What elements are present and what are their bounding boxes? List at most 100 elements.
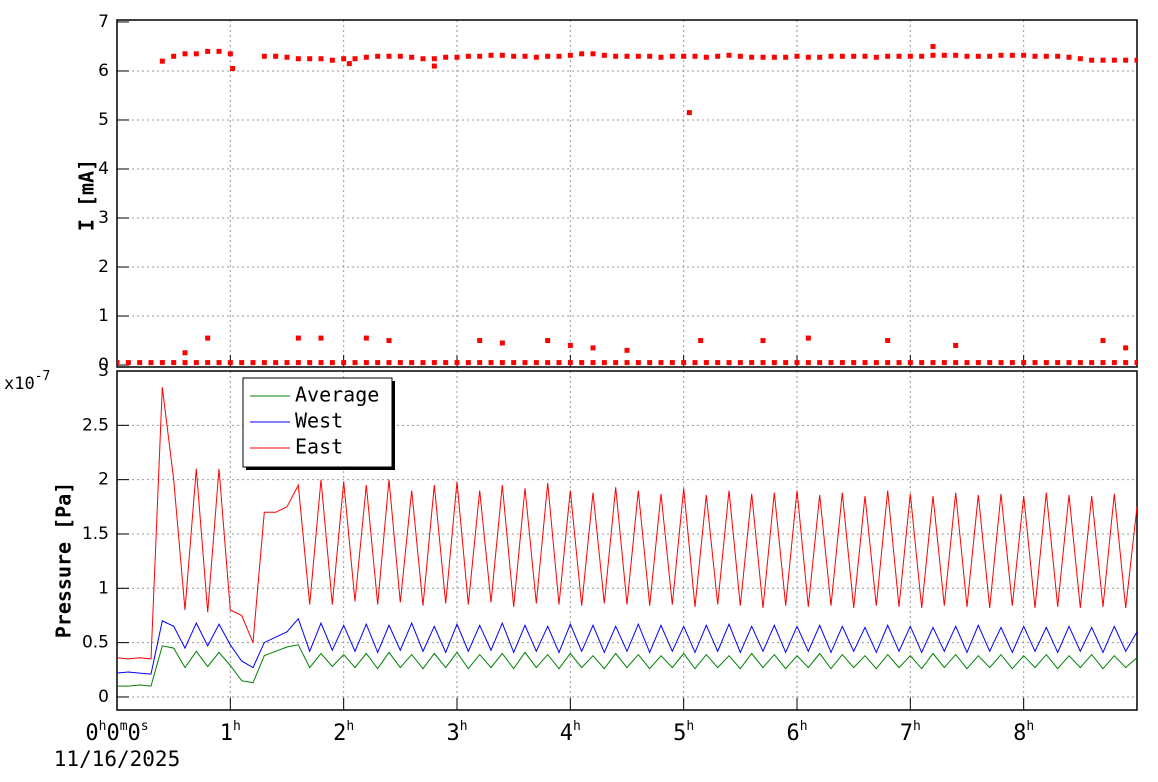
point [930, 52, 936, 58]
point [341, 360, 347, 366]
point [862, 53, 868, 59]
point [805, 54, 811, 60]
x-tick-label: 1h [220, 719, 241, 746]
series-line [117, 644, 1137, 687]
point [783, 360, 789, 366]
point [431, 56, 437, 62]
point [352, 56, 358, 62]
point [137, 360, 143, 366]
series-line [117, 387, 1137, 660]
point [182, 51, 188, 57]
point [703, 360, 709, 366]
point [941, 52, 947, 58]
point [760, 54, 766, 60]
point [681, 360, 687, 366]
point [1055, 53, 1061, 59]
point [715, 360, 721, 366]
point [885, 360, 891, 366]
y-axis-title: Pressure [Pa] [52, 482, 76, 639]
point [148, 360, 154, 366]
point [987, 360, 993, 366]
point [919, 360, 925, 366]
point [477, 53, 483, 59]
point [579, 51, 585, 57]
point [715, 53, 721, 59]
point [1123, 345, 1129, 351]
point [1100, 360, 1106, 366]
point [669, 53, 675, 59]
point [171, 53, 177, 59]
point [397, 53, 403, 59]
legend-label: West [295, 409, 343, 433]
point [431, 360, 437, 366]
point [749, 360, 755, 366]
point [261, 53, 267, 59]
point [783, 54, 789, 60]
point [465, 360, 471, 366]
point [635, 53, 641, 59]
point [817, 360, 823, 366]
point [862, 360, 868, 366]
point [205, 360, 211, 366]
y-tick-label: 2 [98, 257, 109, 277]
point [1089, 360, 1095, 366]
point [1134, 360, 1137, 366]
point [953, 342, 959, 348]
legend-label: Average [295, 383, 379, 407]
point [760, 360, 766, 366]
point [477, 360, 483, 366]
point [1021, 360, 1027, 366]
point [1055, 360, 1061, 366]
point [409, 360, 415, 366]
point [227, 51, 233, 57]
point [669, 360, 675, 366]
point [420, 360, 426, 366]
x-date-label: 11/16/2025 [54, 747, 180, 771]
point [318, 56, 324, 62]
point [737, 53, 743, 59]
point [261, 360, 267, 366]
point [443, 54, 449, 60]
point [193, 360, 199, 366]
point [556, 53, 562, 59]
point [590, 360, 596, 366]
point [545, 53, 551, 59]
point [556, 360, 562, 366]
point [182, 360, 188, 366]
point [686, 110, 692, 116]
plot-frame [116, 370, 1138, 711]
point [703, 54, 709, 60]
point [273, 53, 279, 59]
point [975, 53, 981, 59]
y-tick-label: 5 [98, 110, 109, 130]
point [454, 54, 460, 60]
point [477, 338, 483, 344]
point [352, 360, 358, 366]
point [171, 360, 177, 366]
point [1032, 360, 1038, 366]
point [624, 53, 630, 59]
point [1134, 57, 1137, 63]
point [692, 360, 698, 366]
y-axis-title: I [mA] [75, 159, 99, 231]
point [230, 66, 236, 72]
point [579, 360, 585, 366]
point [318, 335, 324, 341]
point [239, 360, 245, 366]
point [420, 56, 426, 62]
point [1111, 57, 1117, 63]
point [329, 360, 335, 366]
point [545, 360, 551, 366]
point [1043, 53, 1049, 59]
point [1077, 360, 1083, 366]
point [794, 53, 800, 59]
point [698, 338, 704, 344]
point [341, 56, 347, 62]
point [987, 53, 993, 59]
point [273, 360, 279, 366]
point [284, 360, 290, 366]
point [794, 360, 800, 366]
y-tick-label: 2 [98, 470, 109, 490]
